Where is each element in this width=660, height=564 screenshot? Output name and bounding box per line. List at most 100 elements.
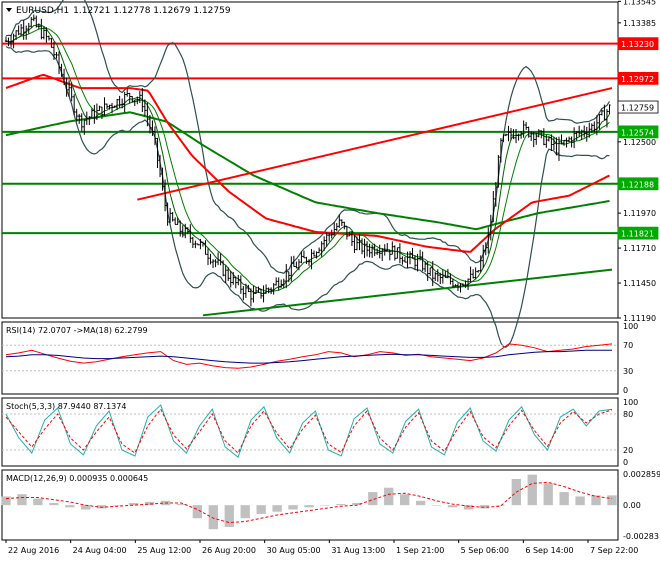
price-bar <box>252 285 255 303</box>
price-bar <box>78 113 81 124</box>
price-bar <box>274 277 278 286</box>
macd-histogram-bar <box>128 502 139 506</box>
price-bar <box>254 287 258 295</box>
price-level-label-text: 1.13230 <box>621 40 654 49</box>
price-bar <box>454 284 457 288</box>
price-bar <box>88 116 91 126</box>
price-bar <box>517 133 520 141</box>
stoch-tick-label: 80 <box>623 410 633 419</box>
price-bar <box>40 18 43 40</box>
price-bar <box>365 241 369 257</box>
macd-histogram-bar <box>591 495 601 506</box>
price-bar <box>398 243 402 264</box>
price-bar <box>497 155 500 188</box>
macd-histogram-bar <box>384 487 394 506</box>
price-bar <box>206 248 210 266</box>
price-bar <box>514 128 518 144</box>
price-bar <box>57 51 61 75</box>
price-bar <box>113 105 116 108</box>
macd-tick-label: 0.002859 <box>623 470 660 479</box>
macd-histogram-bar <box>81 505 91 510</box>
price-bar <box>211 259 215 269</box>
price-bar <box>421 251 424 272</box>
macd-histogram-bar <box>400 494 410 506</box>
price-bar <box>373 243 376 257</box>
price-bar <box>391 241 394 255</box>
price-bar <box>550 134 553 151</box>
macd-histogram-bar <box>240 505 250 519</box>
macd-histogram-bar <box>336 504 346 506</box>
price-bar <box>512 129 515 140</box>
price-bar <box>476 270 480 273</box>
price-bar <box>153 126 157 146</box>
price-bar <box>259 288 263 299</box>
price-bar <box>93 104 96 124</box>
price-bar <box>338 214 341 228</box>
price-bar <box>242 286 245 301</box>
price-bar <box>161 167 164 191</box>
ma-mid-line <box>5 27 610 293</box>
price-bar <box>406 251 409 268</box>
rsi-title: RSI(14) 72.0707 ->MA(18) 62.2799 <box>6 326 148 335</box>
rsi-tick-label: 70 <box>623 341 633 350</box>
price-bar <box>42 26 46 40</box>
price-bar <box>176 217 179 225</box>
price-level-label-text: 1.12972 <box>621 75 654 84</box>
price-bar <box>297 259 301 271</box>
price-bar <box>143 99 147 116</box>
price-bar <box>466 278 470 291</box>
macd-tick-label: -0.00283 <box>623 532 659 541</box>
price-bar <box>557 136 561 161</box>
price-bar <box>570 136 573 148</box>
price-bar <box>35 15 38 28</box>
time-axis-label: 7 Sep 22:00 <box>590 546 638 555</box>
price-bar <box>133 99 136 107</box>
price-bar <box>572 127 576 149</box>
resistance-trendline <box>137 87 613 201</box>
macd-tick-label: 0.00 <box>623 501 641 510</box>
collapse-triangle-icon[interactable] <box>6 8 12 12</box>
price-bar <box>196 243 200 246</box>
price-bar <box>381 248 384 261</box>
price-bar <box>345 225 349 240</box>
price-bar <box>575 131 578 141</box>
price-bar <box>83 119 86 135</box>
price-bar <box>530 131 533 141</box>
bollinger-upper-band <box>5 0 611 274</box>
price-bar <box>431 261 434 287</box>
price-bar <box>287 271 290 283</box>
stoch-tick-label: 0 <box>623 458 628 467</box>
price-bar <box>383 244 386 256</box>
price-bar <box>227 267 230 281</box>
rsi-tick-label: 100 <box>623 322 638 331</box>
price-bar <box>519 130 523 139</box>
price-bar <box>229 270 232 288</box>
price-bar <box>439 272 442 285</box>
macd-histogram-bar <box>208 505 218 530</box>
price-tick-label: 1.13385 <box>623 19 656 28</box>
macd-histogram-bar <box>607 495 617 506</box>
price-bar <box>179 220 182 237</box>
macd-histogram-bar <box>192 505 203 519</box>
price-bar <box>136 96 139 105</box>
macd-histogram-bar <box>33 498 43 506</box>
time-axis-label: 31 Aug 13:00 <box>331 546 385 555</box>
price-level-label-bg <box>617 100 659 114</box>
support-trendline <box>202 268 613 317</box>
price-bar <box>115 99 119 111</box>
time-axis-label: 6 Sep 14:00 <box>525 546 573 555</box>
price-bar <box>522 120 525 138</box>
price-bar <box>30 17 33 28</box>
price-bar <box>272 283 275 295</box>
price-level-label-bg <box>617 226 659 240</box>
ma-fast-line <box>5 23 610 295</box>
macd-histogram-bar <box>543 483 553 506</box>
price-bar <box>156 137 159 169</box>
price-bar <box>545 134 548 148</box>
price-bar <box>600 109 604 116</box>
price-bar <box>353 235 356 254</box>
price-bar <box>401 256 404 265</box>
price-bar <box>555 137 558 156</box>
price-bar <box>234 276 237 289</box>
